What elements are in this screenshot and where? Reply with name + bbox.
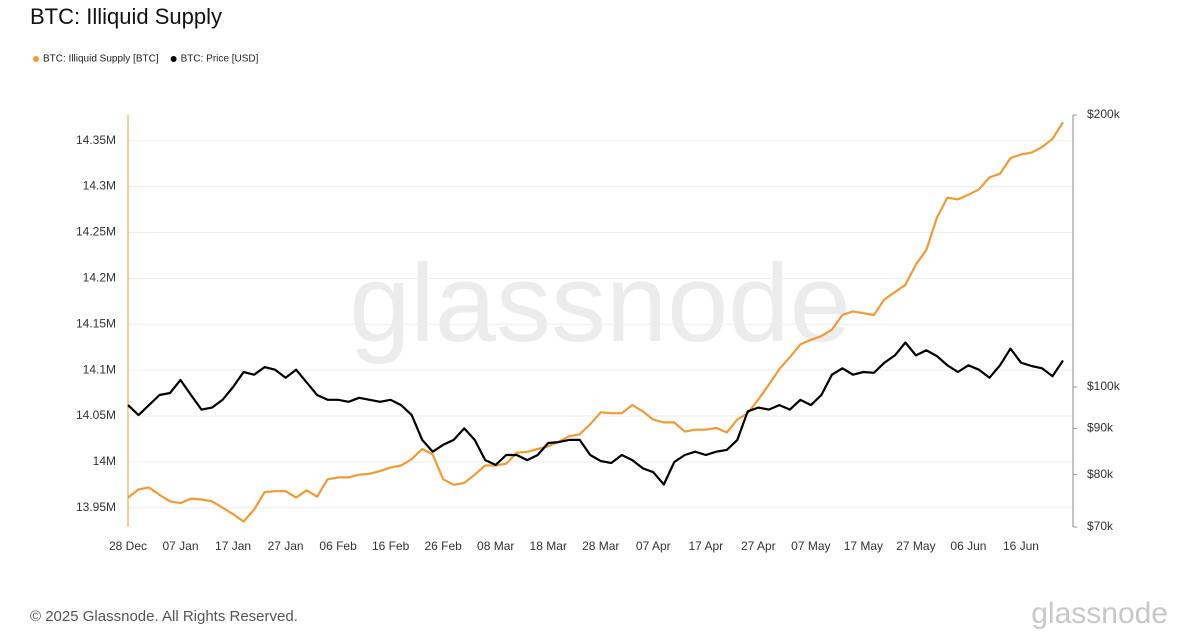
x-tick-label: 07 Jan (163, 539, 199, 553)
y2-tick-label: $90k (1087, 421, 1114, 435)
x-tick-label: 06 Feb (319, 539, 357, 553)
x-tick-label: 17 Apr (688, 539, 723, 553)
x-tick-label: 27 Jan (268, 539, 304, 553)
x-tick-label: 08 Mar (477, 539, 514, 553)
y-tick-label: 14M (93, 454, 116, 468)
y-tick-label: 14.05M (76, 408, 116, 422)
x-tick-label: 27 Apr (741, 539, 776, 553)
y-tick-label: 14.35M (76, 133, 116, 147)
x-tick-label: 27 May (896, 539, 935, 553)
y-tick-label: 14.25M (76, 225, 116, 239)
y-tick-label: 14.1M (83, 362, 116, 376)
x-tick-label: 18 Mar (530, 539, 567, 553)
chart-title: BTC: Illiquid Supply (30, 4, 222, 29)
x-tick-label: 16 Feb (372, 539, 410, 553)
copyright: © 2025 Glassnode. All Rights Reserved. (30, 608, 298, 625)
x-tick-label: 26 Feb (424, 539, 462, 553)
logo: glassnode (1031, 597, 1168, 630)
x-tick-label: 07 May (791, 539, 830, 553)
x-tick-label: 17 May (844, 539, 883, 553)
y-tick-label: 13.95M (76, 500, 116, 514)
series-line (127, 341, 1064, 486)
x-tick-label: 16 Jun (1003, 539, 1039, 553)
legend-marker (170, 56, 177, 62)
y2-tick-label: $80k (1087, 467, 1114, 481)
legend-label: BTC: Price [USD] (181, 54, 259, 65)
y-tick-label: 14.2M (83, 271, 116, 285)
watermark: glassnode (349, 242, 851, 365)
x-tick-label: 28 Mar (582, 539, 619, 553)
x-tick-label: 06 Jun (950, 539, 986, 553)
x-tick-label: 17 Jan (215, 539, 251, 553)
y-tick-label: 14.15M (76, 316, 116, 330)
y2-tick-label: $100k (1087, 379, 1121, 393)
y2-tick-label: $70k (1087, 519, 1114, 533)
y2-tick-label: $200k (1087, 107, 1121, 121)
y-tick-label: 14.3M (83, 179, 116, 193)
x-tick-label: 28 Dec (109, 539, 147, 553)
x-tick-label: 07 Apr (636, 539, 671, 553)
legend-marker (33, 56, 39, 62)
legend-label: BTC: Illiquid Supply [BTC] (43, 54, 159, 65)
series-line (127, 121, 1064, 523)
